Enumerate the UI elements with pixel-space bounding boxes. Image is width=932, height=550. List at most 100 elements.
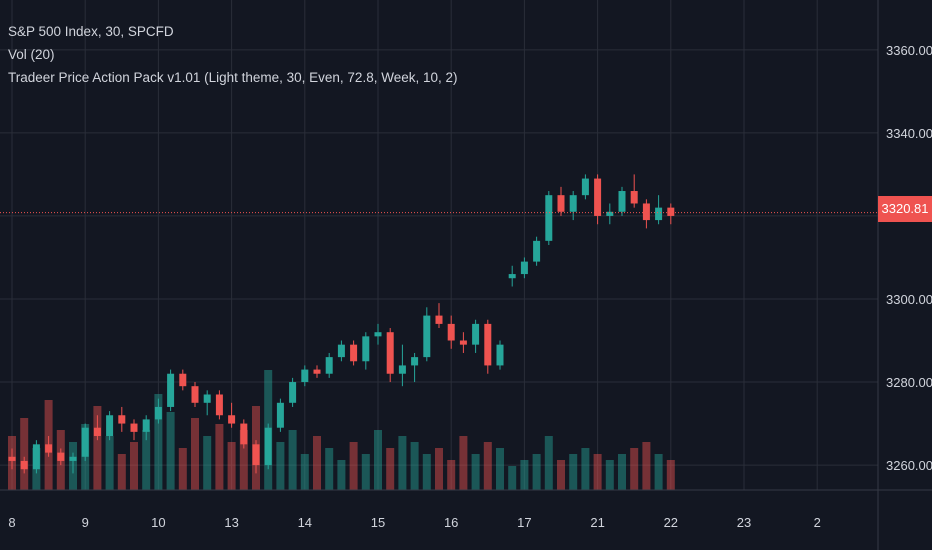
time-axis[interactable]: 8 9 10 13 14 15 16 17 21 22 23 2 [0, 489, 932, 530]
candle-body [435, 315, 443, 324]
time-tick-label: 14 [298, 515, 312, 530]
candle-body [350, 344, 358, 362]
candle-body [167, 373, 175, 407]
candle-body [32, 444, 40, 470]
candle-body [520, 261, 528, 275]
volume-bar [520, 460, 529, 490]
volume-bar [239, 430, 248, 490]
candle-body [325, 357, 333, 374]
candle-body [581, 178, 589, 196]
candle-body [252, 444, 260, 466]
candle-body [118, 415, 126, 424]
candle-body [569, 195, 577, 212]
candle-body [496, 344, 504, 366]
price-tick-label: 3340.00 [886, 126, 932, 141]
volume-bar [276, 442, 285, 490]
volume-bar [483, 442, 492, 490]
time-tick-label: 23 [737, 515, 751, 530]
volume-bar [349, 442, 358, 490]
candle-body [472, 323, 480, 345]
volume-bar [471, 454, 480, 490]
volume-bar [496, 448, 504, 490]
indicator-label[interactable]: Tradeer Price Action Pack v1.01 (Light t… [8, 70, 458, 85]
symbol-label[interactable]: S&P 500 Index, 30, SPCFD [8, 24, 174, 39]
time-tick-label: 2 [814, 515, 821, 530]
volume-bar [20, 418, 29, 490]
candle-body [20, 460, 28, 470]
volume-bar [593, 454, 602, 490]
candle-body [618, 191, 626, 212]
volume-bar [142, 430, 151, 490]
volume-bar [154, 394, 163, 490]
volume-bar [313, 436, 321, 490]
volume-bar [447, 460, 456, 490]
volume-bar [410, 442, 419, 490]
volume-bar [557, 460, 565, 490]
candle-body [179, 373, 187, 387]
time-tick-label: 15 [371, 515, 385, 530]
volume-bar [178, 448, 187, 490]
candle-body [215, 394, 223, 416]
volume-bar [105, 436, 114, 490]
time-tick-label: 16 [444, 515, 458, 530]
candle-body [264, 427, 272, 466]
volume-bar [325, 448, 334, 490]
volume-bar [361, 454, 370, 490]
candles [8, 174, 675, 474]
candle-body [203, 394, 211, 403]
volume-bar [386, 448, 395, 490]
volume-bar [398, 436, 407, 490]
candle-body [667, 207, 675, 216]
volume-bar [654, 454, 663, 490]
volume-bar [191, 418, 199, 490]
volume-bar [374, 430, 382, 490]
chart-legend: S&P 500 Index, 30, SPCFD Vol (20) Tradee… [8, 20, 458, 89]
candle-body [93, 427, 101, 437]
price-tick-label: 3280.00 [886, 375, 932, 390]
candle-body [313, 369, 321, 374]
volume-bar [93, 406, 102, 490]
volume-bar [227, 442, 236, 490]
candle-body [240, 423, 248, 445]
candle-body [423, 315, 431, 358]
volume-bar [288, 430, 297, 490]
volume-bar [203, 436, 212, 490]
price-axis[interactable]: 3360.003340.003320.003300.003280.003260.… [877, 0, 932, 550]
candle-body [228, 415, 236, 424]
candle-body [642, 203, 650, 221]
volume-bar [618, 454, 626, 490]
price-tick-label: 3300.00 [886, 292, 932, 307]
time-tick-label: 21 [590, 515, 604, 530]
candle-body [289, 382, 297, 403]
candle-body [545, 195, 553, 241]
candle-body [301, 369, 309, 383]
volume-bar [130, 442, 138, 490]
volume-bar [642, 442, 651, 490]
volume-bar [581, 448, 590, 490]
candle-body [484, 323, 492, 366]
volume-bar [605, 460, 614, 490]
candle-body [81, 427, 89, 457]
candle-body [557, 195, 565, 212]
candle-body [374, 332, 382, 337]
last-price-tag: 3320.81 [878, 196, 932, 222]
candle-body [630, 191, 638, 204]
time-tick-label: 8 [8, 515, 15, 530]
time-tick-label: 22 [664, 515, 678, 530]
volume-bar [435, 448, 443, 490]
volume-bar [166, 412, 175, 490]
candle-body [106, 415, 114, 437]
candle-body [398, 365, 406, 374]
candle-body [606, 211, 614, 216]
candle-body [130, 423, 138, 432]
candle-body [594, 178, 602, 216]
candle-body [45, 444, 53, 453]
volume-bar [300, 454, 309, 490]
time-tick-label: 10 [151, 515, 165, 530]
candle-body [362, 336, 370, 362]
candle-body [337, 344, 345, 358]
volume-bar [666, 460, 675, 490]
volume-indicator-label[interactable]: Vol (20) [8, 47, 55, 62]
candle-body [386, 332, 394, 374]
